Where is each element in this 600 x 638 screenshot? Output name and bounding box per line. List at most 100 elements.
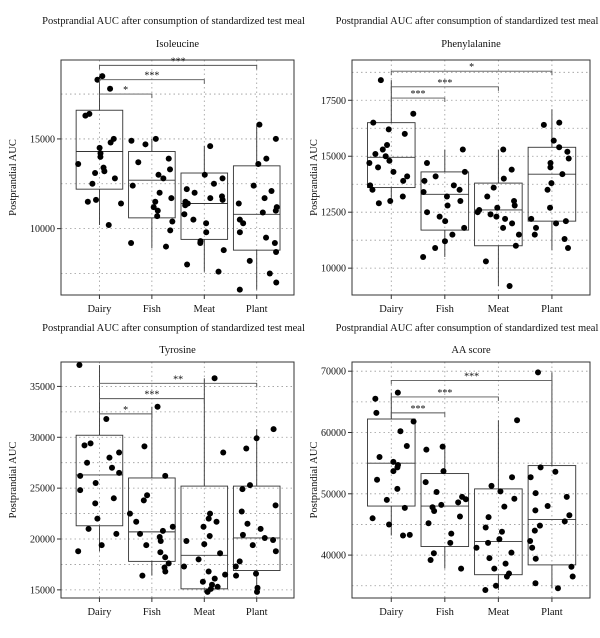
data-point — [366, 159, 373, 166]
box-dairy — [367, 122, 416, 189]
data-point — [239, 486, 246, 493]
data-point — [143, 542, 150, 549]
significance-label: * — [469, 62, 474, 73]
data-point — [93, 196, 100, 203]
y-tick-label: 17500 — [321, 96, 346, 107]
data-point — [236, 558, 243, 565]
data-point — [439, 443, 446, 450]
data-point — [528, 215, 535, 222]
data-point — [372, 151, 379, 157]
significance-bracket — [390, 396, 499, 401]
data-point — [500, 175, 507, 182]
data-point — [195, 556, 202, 563]
data-point — [181, 563, 188, 570]
data-point — [105, 222, 112, 229]
data-point — [92, 500, 99, 507]
box-dairy — [75, 109, 124, 190]
data-point — [375, 200, 382, 207]
data-point — [498, 528, 505, 535]
data-point — [184, 261, 191, 268]
data-point — [399, 193, 406, 200]
data-point — [201, 541, 208, 548]
data-point — [116, 469, 123, 476]
chart-subtitle: AA score — [451, 345, 491, 356]
data-point — [486, 555, 493, 562]
data-point — [512, 242, 519, 249]
data-point — [207, 143, 214, 150]
significance-label: *** — [437, 78, 452, 89]
plot-frame — [60, 59, 295, 296]
data-point — [75, 548, 82, 555]
data-point — [199, 578, 206, 585]
x-tick-label-dairy: Dairy — [379, 607, 404, 618]
data-point — [496, 536, 503, 543]
data-point — [386, 157, 393, 164]
data-point — [133, 518, 140, 525]
data-point — [484, 193, 491, 200]
data-point — [540, 121, 547, 128]
data-point — [561, 236, 568, 243]
data-point — [494, 204, 501, 211]
data-point — [564, 148, 571, 155]
data-point — [390, 458, 397, 465]
y-tick-label: 50000 — [321, 489, 346, 500]
data-point — [272, 135, 279, 142]
data-point — [253, 570, 260, 577]
data-point — [266, 270, 273, 277]
data-point — [190, 216, 197, 223]
data-point — [420, 189, 427, 196]
data-point — [425, 520, 432, 527]
data-point — [101, 168, 108, 175]
data-point — [268, 187, 275, 194]
data-point — [270, 537, 277, 544]
x-tick-label-dairy: Dairy — [87, 607, 112, 618]
box-meat — [180, 485, 229, 590]
chart-subtitle: Isoleucine — [156, 39, 199, 50]
data-point — [118, 200, 125, 207]
data-point — [508, 166, 515, 173]
x-tick-label-meat: Meat — [488, 304, 510, 315]
x-tick-label-meat: Meat — [488, 607, 510, 618]
significance-label: *** — [464, 371, 479, 382]
box-fish — [128, 151, 176, 219]
data-point — [531, 527, 538, 534]
data-point — [563, 493, 570, 500]
data-point — [183, 186, 190, 193]
data-point — [135, 159, 142, 166]
box-meat — [474, 488, 523, 576]
data-point — [76, 362, 83, 369]
x-tick-label-plant: Plant — [246, 304, 268, 315]
data-point — [449, 231, 456, 238]
box-fish — [128, 477, 176, 562]
data-point — [497, 488, 504, 495]
data-point — [113, 530, 120, 537]
x-tick-label-fish: Fish — [143, 607, 162, 618]
significance-bracket — [98, 413, 153, 418]
data-point — [165, 560, 172, 567]
data-point — [427, 556, 434, 563]
data-point — [107, 85, 114, 92]
data-point — [387, 198, 394, 204]
significance-label: * — [123, 405, 128, 416]
data-point — [139, 572, 146, 579]
box-plant — [232, 485, 281, 571]
box-dairy — [75, 434, 124, 527]
data-point — [75, 161, 82, 168]
data-point — [547, 164, 554, 171]
data-point — [532, 507, 539, 514]
data-point — [141, 443, 148, 450]
data-point — [246, 482, 253, 489]
data-point — [554, 585, 561, 592]
data-point — [244, 520, 251, 527]
data-point — [537, 464, 544, 471]
data-point — [162, 243, 169, 250]
data-point — [154, 403, 161, 410]
data-point — [565, 245, 572, 251]
data-point — [514, 417, 521, 424]
data-point — [235, 200, 242, 207]
data-point — [162, 472, 169, 479]
data-point — [152, 135, 159, 142]
data-point — [99, 73, 106, 80]
data-point — [86, 110, 93, 117]
data-point — [162, 554, 169, 561]
